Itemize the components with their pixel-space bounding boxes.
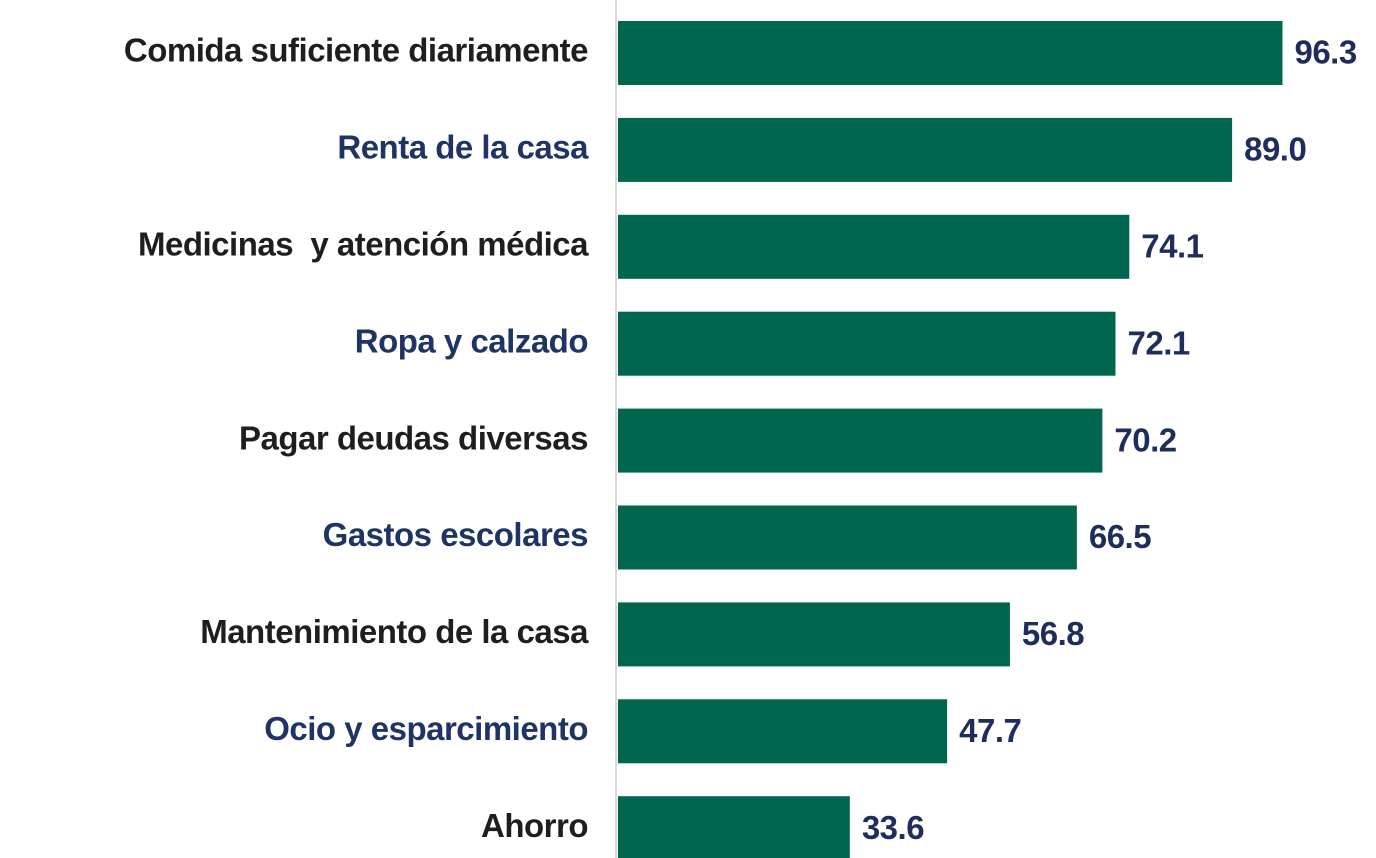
value-label: 96.3 [1294, 34, 1356, 71]
category-label: Ropa y calzado [355, 322, 588, 359]
bar [618, 214, 1130, 279]
category-label: Gastos escolares [323, 516, 588, 553]
bar [618, 311, 1116, 376]
value-label: 89.0 [1244, 131, 1306, 168]
bar [618, 505, 1077, 570]
category-label: Comida suficiente diariamente [124, 32, 588, 69]
bar [618, 408, 1103, 473]
category-label: Ocio y esparcimiento [264, 710, 588, 747]
value-label: 66.5 [1089, 518, 1151, 555]
bar [618, 602, 1010, 667]
bar [618, 699, 948, 764]
category-label: Ahorro [481, 807, 588, 844]
value-label: 72.1 [1127, 324, 1189, 361]
bar [618, 796, 850, 858]
category-label: Pagar deudas diversas [239, 419, 588, 456]
value-label: 47.7 [959, 712, 1021, 749]
value-label: 33.6 [862, 809, 924, 846]
category-label: Mantenimiento de la casa [200, 613, 589, 650]
category-label: Medicinas y atención médica [138, 226, 589, 263]
value-label: 70.2 [1114, 421, 1176, 458]
category-label: Renta de la casa [337, 129, 589, 166]
bar [618, 21, 1283, 85]
value-label: 56.8 [1022, 615, 1084, 652]
bar [618, 117, 1233, 182]
value-label: 74.1 [1141, 228, 1203, 265]
